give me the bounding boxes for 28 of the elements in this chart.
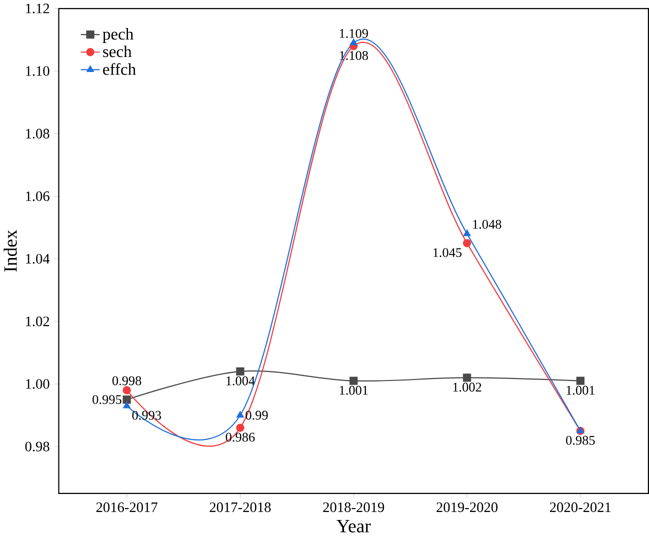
y-tick-label: 1.04 xyxy=(26,254,50,264)
legend-label: pech xyxy=(102,28,134,43)
data-label: 0.985 xyxy=(566,436,595,445)
data-label: 0.995 xyxy=(92,395,122,404)
data-label: 1.045 xyxy=(433,248,462,258)
x-tick-label: 2020-2021 xyxy=(550,502,611,512)
data-label: 1.048 xyxy=(473,220,502,229)
x-tick-label: 2018-2019 xyxy=(323,502,384,512)
y-tick-label: 1.08 xyxy=(26,128,50,138)
y-tick-label: 1.02 xyxy=(26,316,50,326)
y-tick-label: 0.98 xyxy=(25,442,50,452)
data-label: 1.002 xyxy=(453,382,482,392)
legend-label: effch xyxy=(103,63,136,75)
data-label: 1.004 xyxy=(226,376,255,386)
data-label: 0.998 xyxy=(112,376,142,386)
x-tick-label: 2016-2017 xyxy=(96,502,158,512)
x-tick-label: 2017-2018 xyxy=(210,502,271,512)
y-tick-label: 1.10 xyxy=(26,66,50,76)
data-label: 1.001 xyxy=(566,386,594,395)
y-tick-label: 1.06 xyxy=(26,191,50,202)
x-axis-title: Year xyxy=(336,520,371,532)
x-tick-label: 2019-2020 xyxy=(436,502,498,512)
y-axis-title: Index xyxy=(4,230,17,272)
y-tick-label: 1.00 xyxy=(26,379,50,389)
data-label: 1.109 xyxy=(340,28,368,38)
data-label: 1.001 xyxy=(340,386,368,395)
y-tick-label: 1.12 xyxy=(26,4,50,14)
legend-label: sech xyxy=(103,46,132,58)
